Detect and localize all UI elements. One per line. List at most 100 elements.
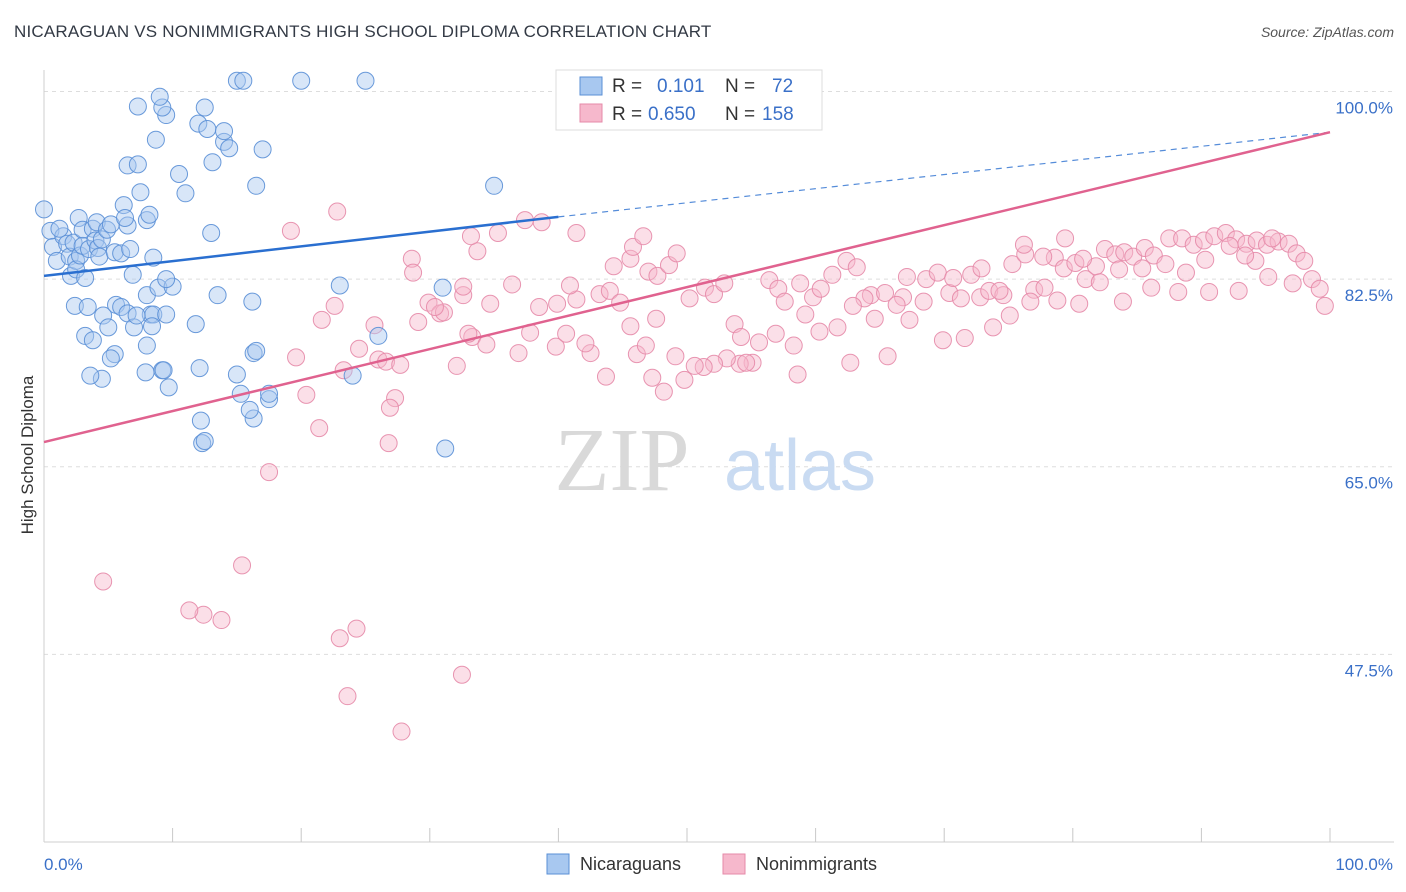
nonimmigrants-point bbox=[1034, 247, 1053, 266]
nicaraguans-point bbox=[433, 278, 452, 297]
nonimmigrants-point bbox=[933, 331, 952, 350]
nonimmigrants-point bbox=[887, 295, 906, 314]
nonimmigrants-point bbox=[654, 382, 673, 401]
y-tick-label: 65.0% bbox=[1345, 474, 1393, 493]
nonimmigrants-point bbox=[338, 687, 357, 706]
nonimmigrants-point bbox=[980, 281, 999, 300]
nonimmigrants-point bbox=[951, 289, 970, 308]
nonimmigrants-point bbox=[1095, 240, 1114, 259]
nicaraguans-point bbox=[157, 270, 176, 289]
nonimmigrants-point bbox=[287, 348, 306, 367]
nonimmigrants-point bbox=[1173, 229, 1192, 248]
nicaraguans-point bbox=[247, 341, 266, 360]
nicaraguans-point bbox=[92, 230, 111, 249]
nonimmigrants-point bbox=[425, 297, 444, 316]
nonimmigrants-point bbox=[310, 419, 329, 438]
nonimmigrants-point bbox=[194, 605, 213, 624]
nicaraguans-point bbox=[116, 208, 135, 227]
nonimmigrants-point bbox=[878, 347, 897, 366]
nonimmigrants-point bbox=[1315, 296, 1334, 315]
nonimmigrants-point bbox=[546, 337, 565, 356]
nonimmigrants-point bbox=[847, 258, 866, 277]
nonimmigrants-point bbox=[1247, 231, 1266, 250]
nonimmigrants-point bbox=[1056, 229, 1075, 248]
nicaraguans-point bbox=[198, 119, 217, 138]
nicaraguans-point bbox=[99, 318, 118, 337]
nonimmigrants-point bbox=[1160, 229, 1179, 248]
nonimmigrants-point bbox=[984, 318, 1003, 337]
nonimmigrants-point bbox=[737, 353, 756, 372]
nonimmigrants-point bbox=[766, 324, 785, 343]
nonimmigrants-point bbox=[636, 336, 655, 355]
x-ticks: 0.0% 100.0% bbox=[44, 828, 1393, 874]
nonimmigrants-point bbox=[928, 263, 947, 282]
nonimmigrants-point bbox=[404, 263, 423, 282]
nonimmigrants-point bbox=[897, 267, 916, 286]
nicaraguans-point bbox=[69, 208, 88, 227]
stats-r-value-2: 0.650 bbox=[648, 104, 696, 125]
nonimmigrants-point bbox=[841, 353, 860, 372]
nonimmigrants-point bbox=[1220, 236, 1239, 255]
nicaraguans-point bbox=[369, 326, 388, 345]
nonimmigrants-point bbox=[643, 368, 662, 387]
nonimmigrants-point bbox=[604, 257, 623, 276]
nicaraguans-point bbox=[153, 98, 172, 117]
nonimmigrants-point bbox=[675, 370, 694, 389]
nonimmigrants-point bbox=[791, 274, 810, 293]
nicaraguans-point bbox=[118, 216, 137, 235]
nonimmigrants-point bbox=[914, 292, 933, 311]
nonimmigrants-point bbox=[557, 324, 576, 343]
y-tick-label: 82.5% bbox=[1345, 286, 1393, 305]
nicaraguans-point bbox=[92, 369, 111, 388]
nonimmigrants-point bbox=[212, 611, 231, 630]
nonimmigrants-point bbox=[1110, 260, 1129, 279]
nonimmigrants-trend-line bbox=[43, 130, 1331, 444]
nonimmigrants-point bbox=[810, 322, 829, 341]
nicaraguans-point bbox=[157, 305, 176, 324]
nonimmigrants-point bbox=[955, 329, 974, 348]
nonimmigrants-point bbox=[1106, 245, 1125, 264]
nicaraguans-point bbox=[227, 365, 246, 384]
nonimmigrants-point bbox=[530, 297, 549, 316]
nonimmigrants-point bbox=[1074, 249, 1093, 268]
nonimmigrants-point bbox=[454, 277, 473, 296]
legend-swatch-nonimmigrants bbox=[722, 853, 746, 875]
nicaraguans-point bbox=[247, 176, 266, 195]
nonimmigrants-point bbox=[409, 312, 428, 331]
nonimmigrants-point bbox=[1184, 235, 1203, 254]
nicaraguans-point bbox=[112, 244, 131, 263]
nicaraguans-point bbox=[137, 211, 156, 230]
nonimmigrants-point bbox=[379, 434, 398, 453]
nonimmigrants-point bbox=[639, 262, 658, 281]
nonimmigrants-point bbox=[843, 296, 862, 315]
nonimmigrants-point bbox=[1076, 270, 1095, 289]
watermark-zip: ZIP bbox=[555, 411, 690, 510]
nonimmigrants-point bbox=[503, 275, 522, 294]
nicaraguans-point bbox=[202, 223, 221, 242]
nonimmigrants-point bbox=[1229, 281, 1248, 300]
nonimmigrants-point bbox=[1142, 278, 1161, 297]
nonimmigrants-point bbox=[1200, 282, 1219, 301]
nonimmigrants-point bbox=[386, 389, 405, 408]
nonimmigrants-point bbox=[705, 354, 724, 373]
nonimmigrants-point bbox=[837, 251, 856, 270]
nicaraguans-point bbox=[203, 153, 222, 172]
nonimmigrants-point bbox=[1016, 245, 1035, 264]
nicaraguans-point bbox=[123, 265, 142, 284]
nicaraguans-point bbox=[234, 71, 253, 90]
nicaraguans-point bbox=[101, 349, 120, 368]
nicaraguans-point bbox=[163, 277, 182, 296]
stats-swatch-nonimmigrants bbox=[579, 103, 603, 123]
nonimmigrants-point bbox=[392, 722, 411, 741]
nonimmigrants-point bbox=[180, 601, 199, 620]
nonimmigrants-point bbox=[680, 289, 699, 308]
nicaraguans-point bbox=[114, 196, 133, 215]
nonimmigrants-point bbox=[775, 292, 794, 311]
nicaraguans-point bbox=[195, 431, 214, 450]
nonimmigrants-point bbox=[666, 347, 685, 366]
nicaraguans-trend-extension bbox=[558, 131, 1331, 218]
nonimmigrants-point bbox=[1194, 231, 1213, 250]
nicaraguans-points bbox=[35, 71, 504, 458]
y-tick-label: 47.5% bbox=[1345, 661, 1393, 680]
